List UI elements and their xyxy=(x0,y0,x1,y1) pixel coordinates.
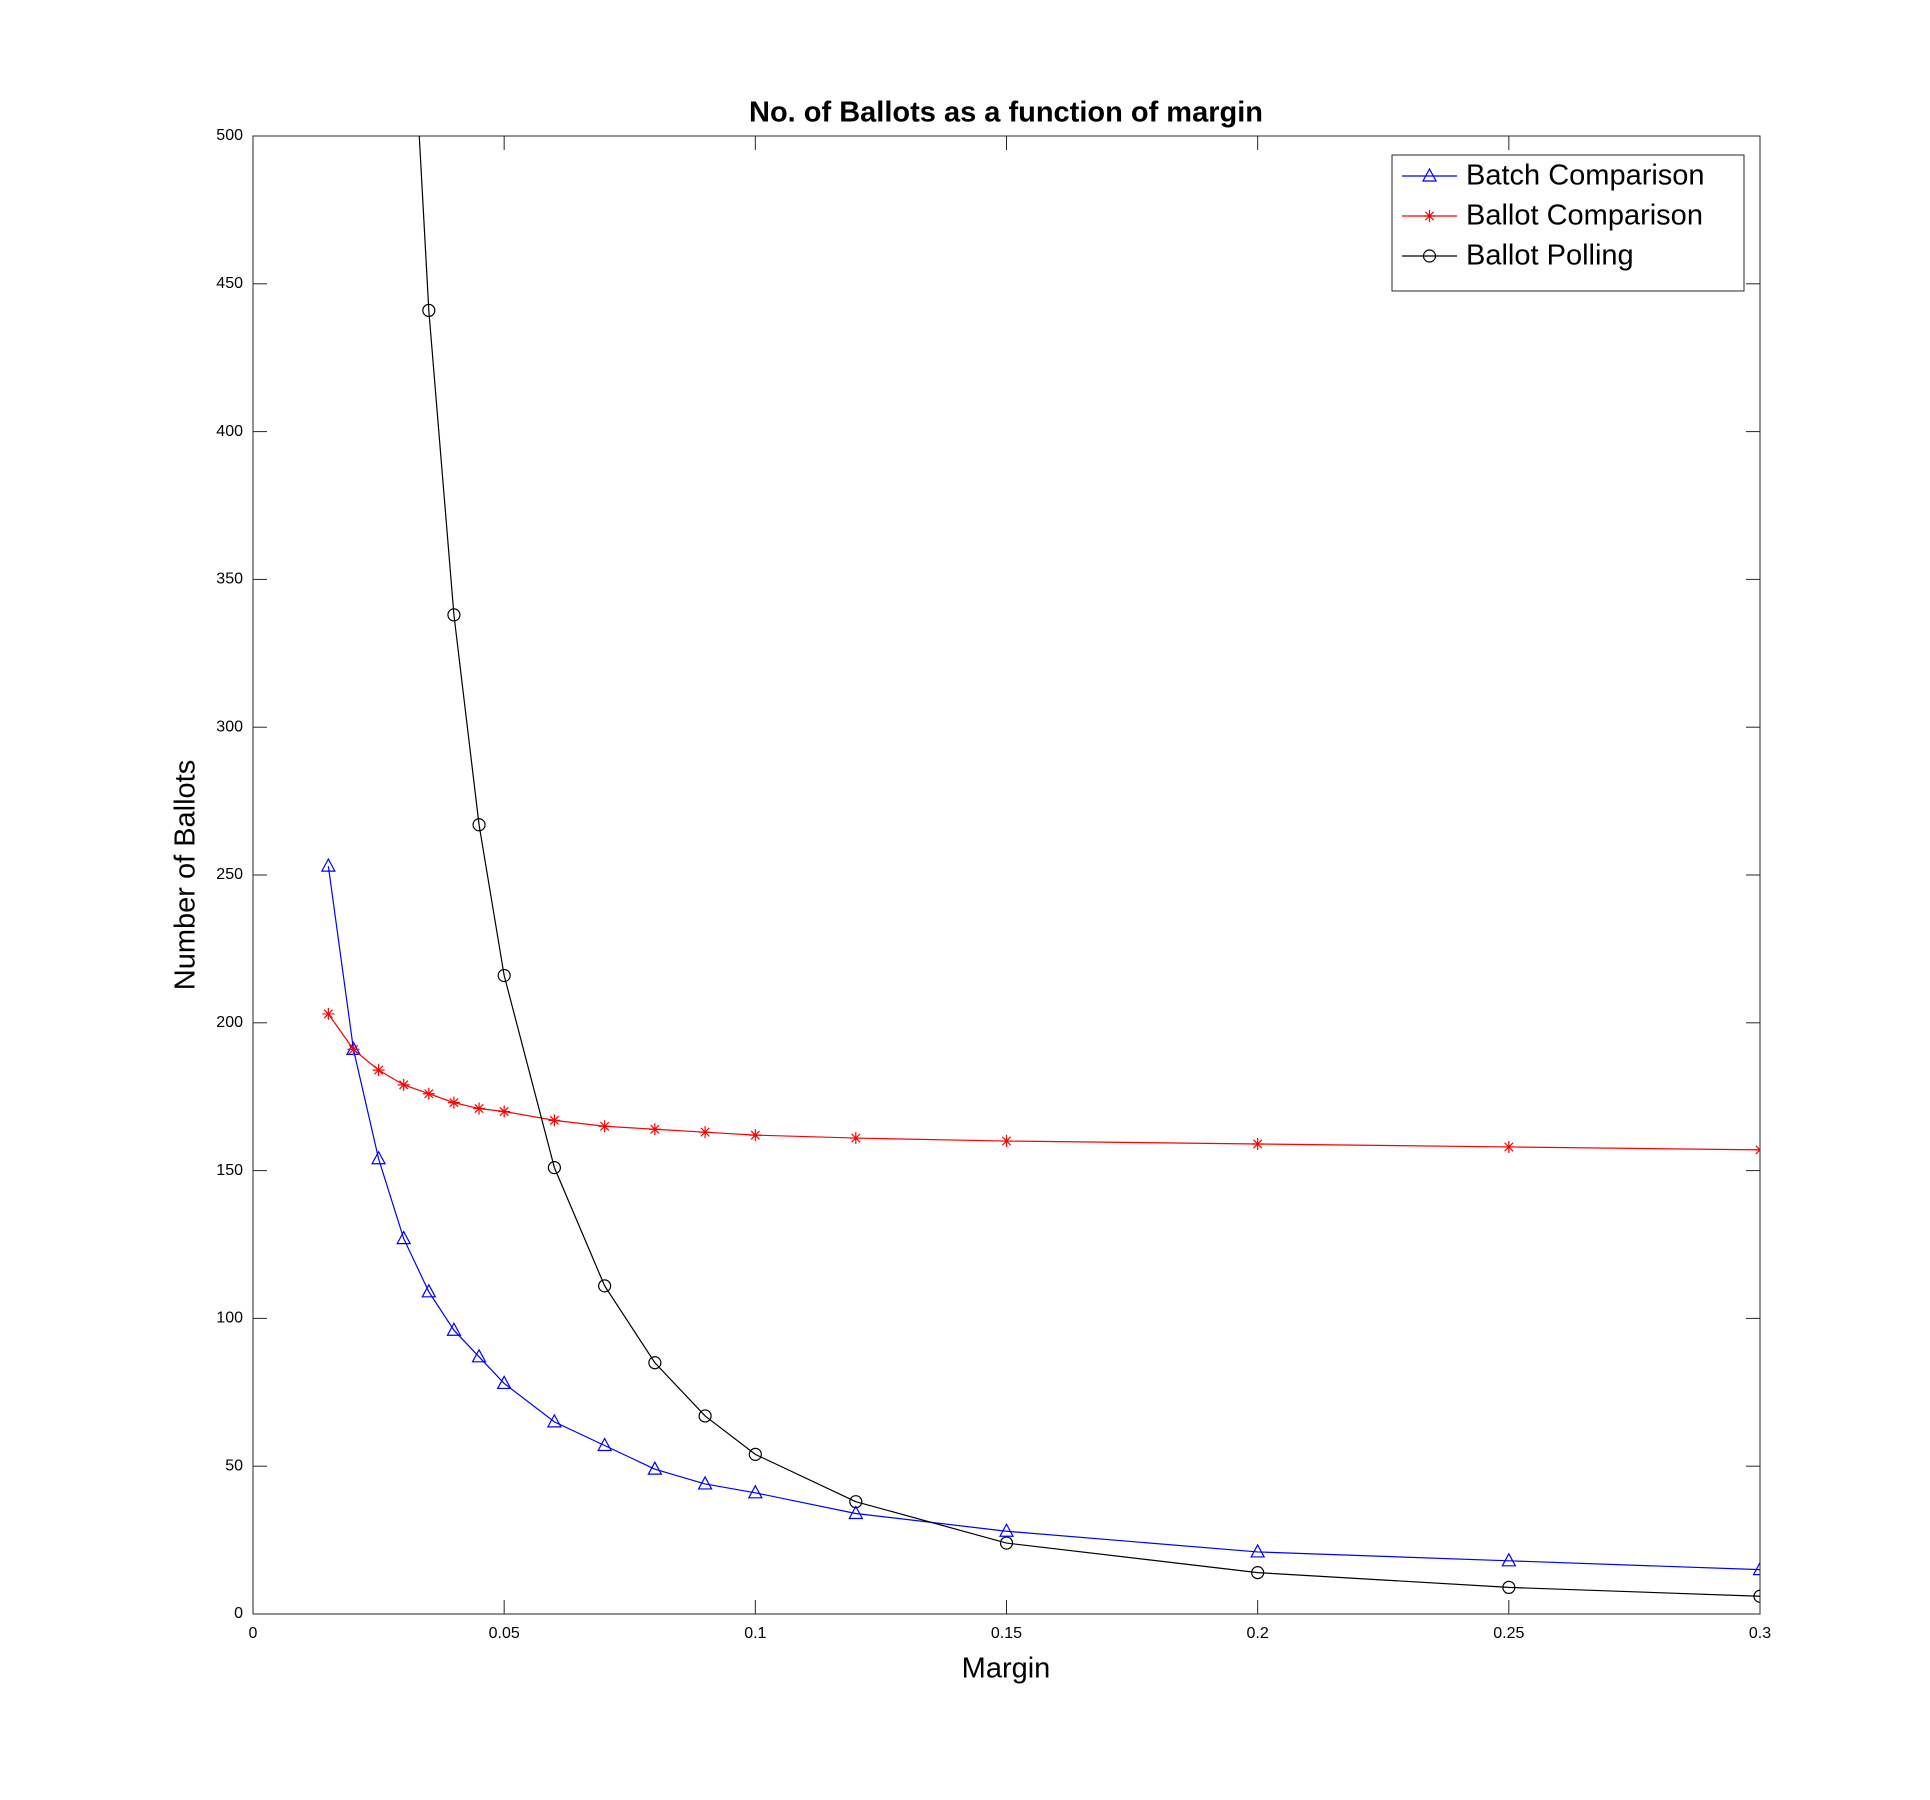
marker xyxy=(371,1150,387,1165)
legend-marker xyxy=(1423,210,1436,222)
marker xyxy=(498,1105,511,1118)
marker xyxy=(749,1129,762,1142)
x-tick-label: 0.15 xyxy=(991,1625,1022,1642)
x-tick-label: 0.2 xyxy=(1247,1625,1269,1642)
x-tick-label: 0.1 xyxy=(744,1625,766,1642)
y-tick-label: 50 xyxy=(225,1457,243,1474)
marker xyxy=(548,1114,561,1127)
legend-marker xyxy=(1421,167,1438,182)
marker xyxy=(1752,1561,1760,1576)
x-tick-label: 0.3 xyxy=(1749,1625,1771,1642)
marker xyxy=(347,1043,360,1056)
marker xyxy=(849,1495,863,1509)
y-tick-label: 150 xyxy=(216,1162,243,1179)
legend-box xyxy=(1391,154,1745,292)
marker xyxy=(1250,1543,1266,1558)
marker xyxy=(472,818,486,832)
marker xyxy=(697,1475,713,1490)
legend-marker xyxy=(1422,249,1437,263)
marker xyxy=(447,1096,460,1109)
marker xyxy=(1251,1138,1264,1150)
marker xyxy=(598,1279,612,1293)
marker xyxy=(648,1356,662,1370)
marker xyxy=(597,1437,613,1452)
y-tick-label: 350 xyxy=(216,571,243,588)
marker xyxy=(1502,1580,1516,1594)
y-tick-label: 450 xyxy=(216,275,243,292)
marker xyxy=(547,1161,562,1175)
marker xyxy=(1000,1135,1013,1148)
marker xyxy=(699,1126,712,1139)
legend: Batch Comparison Ballot Comparison Ballot … xyxy=(1391,154,1745,292)
marker xyxy=(422,1087,435,1100)
legend-label: Ballot Comparison xyxy=(1466,200,1703,232)
marker xyxy=(849,1132,862,1145)
chart-title: No. of Ballots as a function of margin xyxy=(749,97,1263,129)
plot-content xyxy=(320,136,1760,1603)
marker xyxy=(446,1321,462,1336)
marker xyxy=(471,1348,487,1363)
marker xyxy=(372,1064,385,1077)
y-axis-label: Number of Ballots xyxy=(170,760,202,991)
marker xyxy=(421,1283,437,1298)
marker xyxy=(648,1123,661,1136)
series-line xyxy=(418,136,1760,1597)
x-axis-label: Margin xyxy=(962,1653,1051,1685)
marker xyxy=(397,1078,410,1091)
marker xyxy=(999,1536,1014,1550)
marker xyxy=(497,968,511,983)
legend-label: Ballot Polling xyxy=(1466,240,1634,272)
y-tick-label: 100 xyxy=(216,1310,243,1327)
marker xyxy=(698,1409,712,1423)
x-tick-label: 0 xyxy=(249,1625,258,1642)
marker xyxy=(647,1460,663,1475)
y-tick-label: 500 xyxy=(216,127,243,144)
marker xyxy=(473,1102,486,1115)
marker xyxy=(1501,1552,1517,1567)
x-tick-label: 0.05 xyxy=(489,1625,520,1642)
marker xyxy=(496,1375,512,1390)
y-tick-label: 400 xyxy=(216,423,243,440)
marker xyxy=(998,1522,1015,1537)
marker xyxy=(396,1230,412,1245)
marker xyxy=(320,857,336,872)
y-tick-label: 200 xyxy=(216,1014,243,1031)
y-tick-label: 0 xyxy=(234,1605,243,1622)
marker xyxy=(422,303,436,318)
y-tick-label: 300 xyxy=(216,718,243,735)
marker xyxy=(598,1120,611,1133)
plot-area xyxy=(252,135,1761,1615)
marker xyxy=(546,1413,562,1428)
legend-label: Batch Comparison xyxy=(1466,160,1705,192)
series-line xyxy=(327,866,1760,1571)
marker xyxy=(1754,1143,1760,1156)
marker xyxy=(1502,1140,1515,1153)
marker xyxy=(748,1447,762,1461)
marker xyxy=(848,1505,864,1520)
marker xyxy=(1753,1589,1760,1603)
marker xyxy=(447,608,461,622)
y-tick-label: 250 xyxy=(216,866,243,883)
x-tick-label: 0.25 xyxy=(1493,1625,1524,1642)
series-line xyxy=(327,1013,1760,1151)
marker xyxy=(1251,1566,1265,1580)
marker xyxy=(322,1007,335,1020)
marker xyxy=(747,1484,763,1499)
